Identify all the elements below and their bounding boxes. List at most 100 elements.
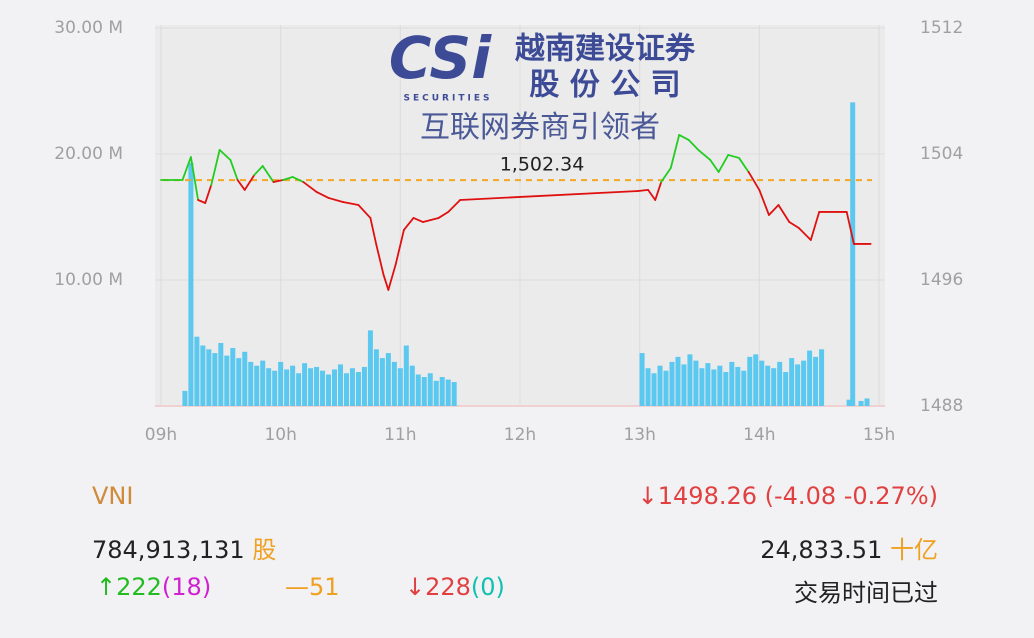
value-unit: 十亿 — [890, 536, 938, 564]
volume-bar — [795, 364, 801, 406]
volume-bar — [741, 370, 747, 406]
volume-bar — [373, 349, 379, 406]
x-tick-label: 12h — [504, 425, 536, 445]
volume-bar — [200, 345, 206, 406]
price-segment — [709, 159, 720, 173]
volume-bar — [783, 371, 789, 406]
price-segment — [669, 134, 681, 169]
up-arrow: ↑ — [96, 573, 117, 601]
price-segment — [788, 221, 800, 229]
volume-bar — [385, 353, 391, 406]
index-name: VNI — [92, 482, 134, 510]
volume-bar — [801, 360, 807, 406]
y-tick-label: 30.00 M — [54, 18, 123, 38]
price-segment — [190, 156, 199, 201]
ceiling-text: (18) — [161, 573, 212, 601]
volume-bar — [367, 330, 373, 406]
volume-bar — [813, 356, 819, 406]
y2-tick-label: 1488 — [920, 396, 963, 416]
volume-bar — [858, 400, 864, 406]
volume-bar — [254, 365, 260, 406]
x-tick-label: 15h — [863, 425, 895, 445]
volume-bar — [415, 374, 421, 406]
volume-bar — [850, 102, 856, 406]
price-segment — [403, 217, 415, 231]
volume-bar — [361, 366, 367, 406]
volume-bar — [433, 380, 439, 406]
x-tick-label: 09h — [145, 425, 177, 445]
watermark: CSi SECURITIES 越南建设证券 股 份 公 司 互联网券商引领者 — [389, 24, 696, 144]
volume-bar — [397, 368, 403, 406]
volume-bar — [651, 373, 657, 406]
volume-bar — [681, 364, 687, 406]
volume-bar — [224, 355, 230, 406]
volume-bar — [260, 360, 266, 406]
volume-bar — [337, 364, 343, 406]
price-segment — [357, 204, 372, 219]
price-segment — [261, 165, 275, 183]
volume-bar — [807, 350, 813, 406]
price-segment — [747, 171, 761, 191]
volume-bar — [819, 349, 825, 406]
volume-bar — [789, 358, 795, 406]
price-segment — [272, 179, 284, 183]
x-tick-label: 13h — [623, 425, 655, 445]
price-segment — [660, 167, 672, 183]
price-segment — [654, 181, 663, 201]
price-segment — [210, 149, 221, 186]
volume-bar — [230, 348, 236, 406]
volume-bar — [675, 356, 681, 406]
volume-bar — [753, 354, 759, 406]
volume-bar — [759, 360, 765, 406]
volume-bar — [693, 360, 699, 406]
volume-bar — [212, 353, 218, 406]
price-segment — [697, 149, 712, 161]
price-segment — [637, 189, 649, 192]
volume-bar — [302, 363, 308, 406]
volume-bar — [747, 356, 753, 406]
volume-bar — [403, 345, 409, 406]
volume-bar — [391, 361, 397, 406]
declines-text: 228 — [425, 573, 471, 601]
unchanged-text: 51 — [309, 573, 340, 601]
down-arrow: ↓ — [637, 482, 658, 510]
price-segment — [678, 134, 690, 141]
volume-bar — [687, 354, 693, 406]
price-segment — [218, 149, 232, 161]
volume-bar — [349, 368, 355, 406]
status: 交易时间已过 — [794, 579, 938, 607]
volume-bar — [182, 390, 188, 406]
company-name: 股 份 公 司 — [529, 68, 680, 103]
dash: — — [285, 573, 309, 601]
price-segment — [727, 154, 740, 159]
volume-bar — [705, 363, 711, 406]
price-segment — [253, 165, 264, 176]
volume-bar — [729, 361, 735, 406]
unchanged: —51 — [285, 573, 340, 601]
reference-label: 1,502.34 — [500, 154, 585, 176]
price-segment — [717, 154, 730, 173]
declines: ↓228(0) — [405, 573, 505, 601]
volume-bar — [326, 374, 332, 406]
price-segment — [341, 201, 360, 206]
volume-unit: 股 — [252, 536, 277, 564]
price-segment — [291, 176, 305, 183]
price-segment — [647, 189, 657, 201]
value: 24,833.51 十亿 — [760, 530, 938, 565]
y2-tick-label: 1496 — [920, 270, 963, 290]
change-text: 1498.26 (-4.08 -0.27%) — [657, 482, 938, 510]
price-segment — [422, 217, 440, 223]
volume-text: 784,913,131 — [92, 536, 245, 564]
volume-bar — [864, 398, 870, 406]
volume-bar — [379, 358, 385, 406]
volume-bar — [284, 369, 290, 406]
price-segment — [197, 199, 207, 204]
y2-tick-label: 1512 — [920, 18, 963, 38]
volume-bar — [657, 365, 663, 406]
volume-bar — [777, 361, 783, 406]
price-segment — [394, 229, 405, 266]
volume-bar — [242, 351, 248, 406]
volume-bar — [355, 371, 361, 406]
volume-bar — [320, 370, 326, 406]
